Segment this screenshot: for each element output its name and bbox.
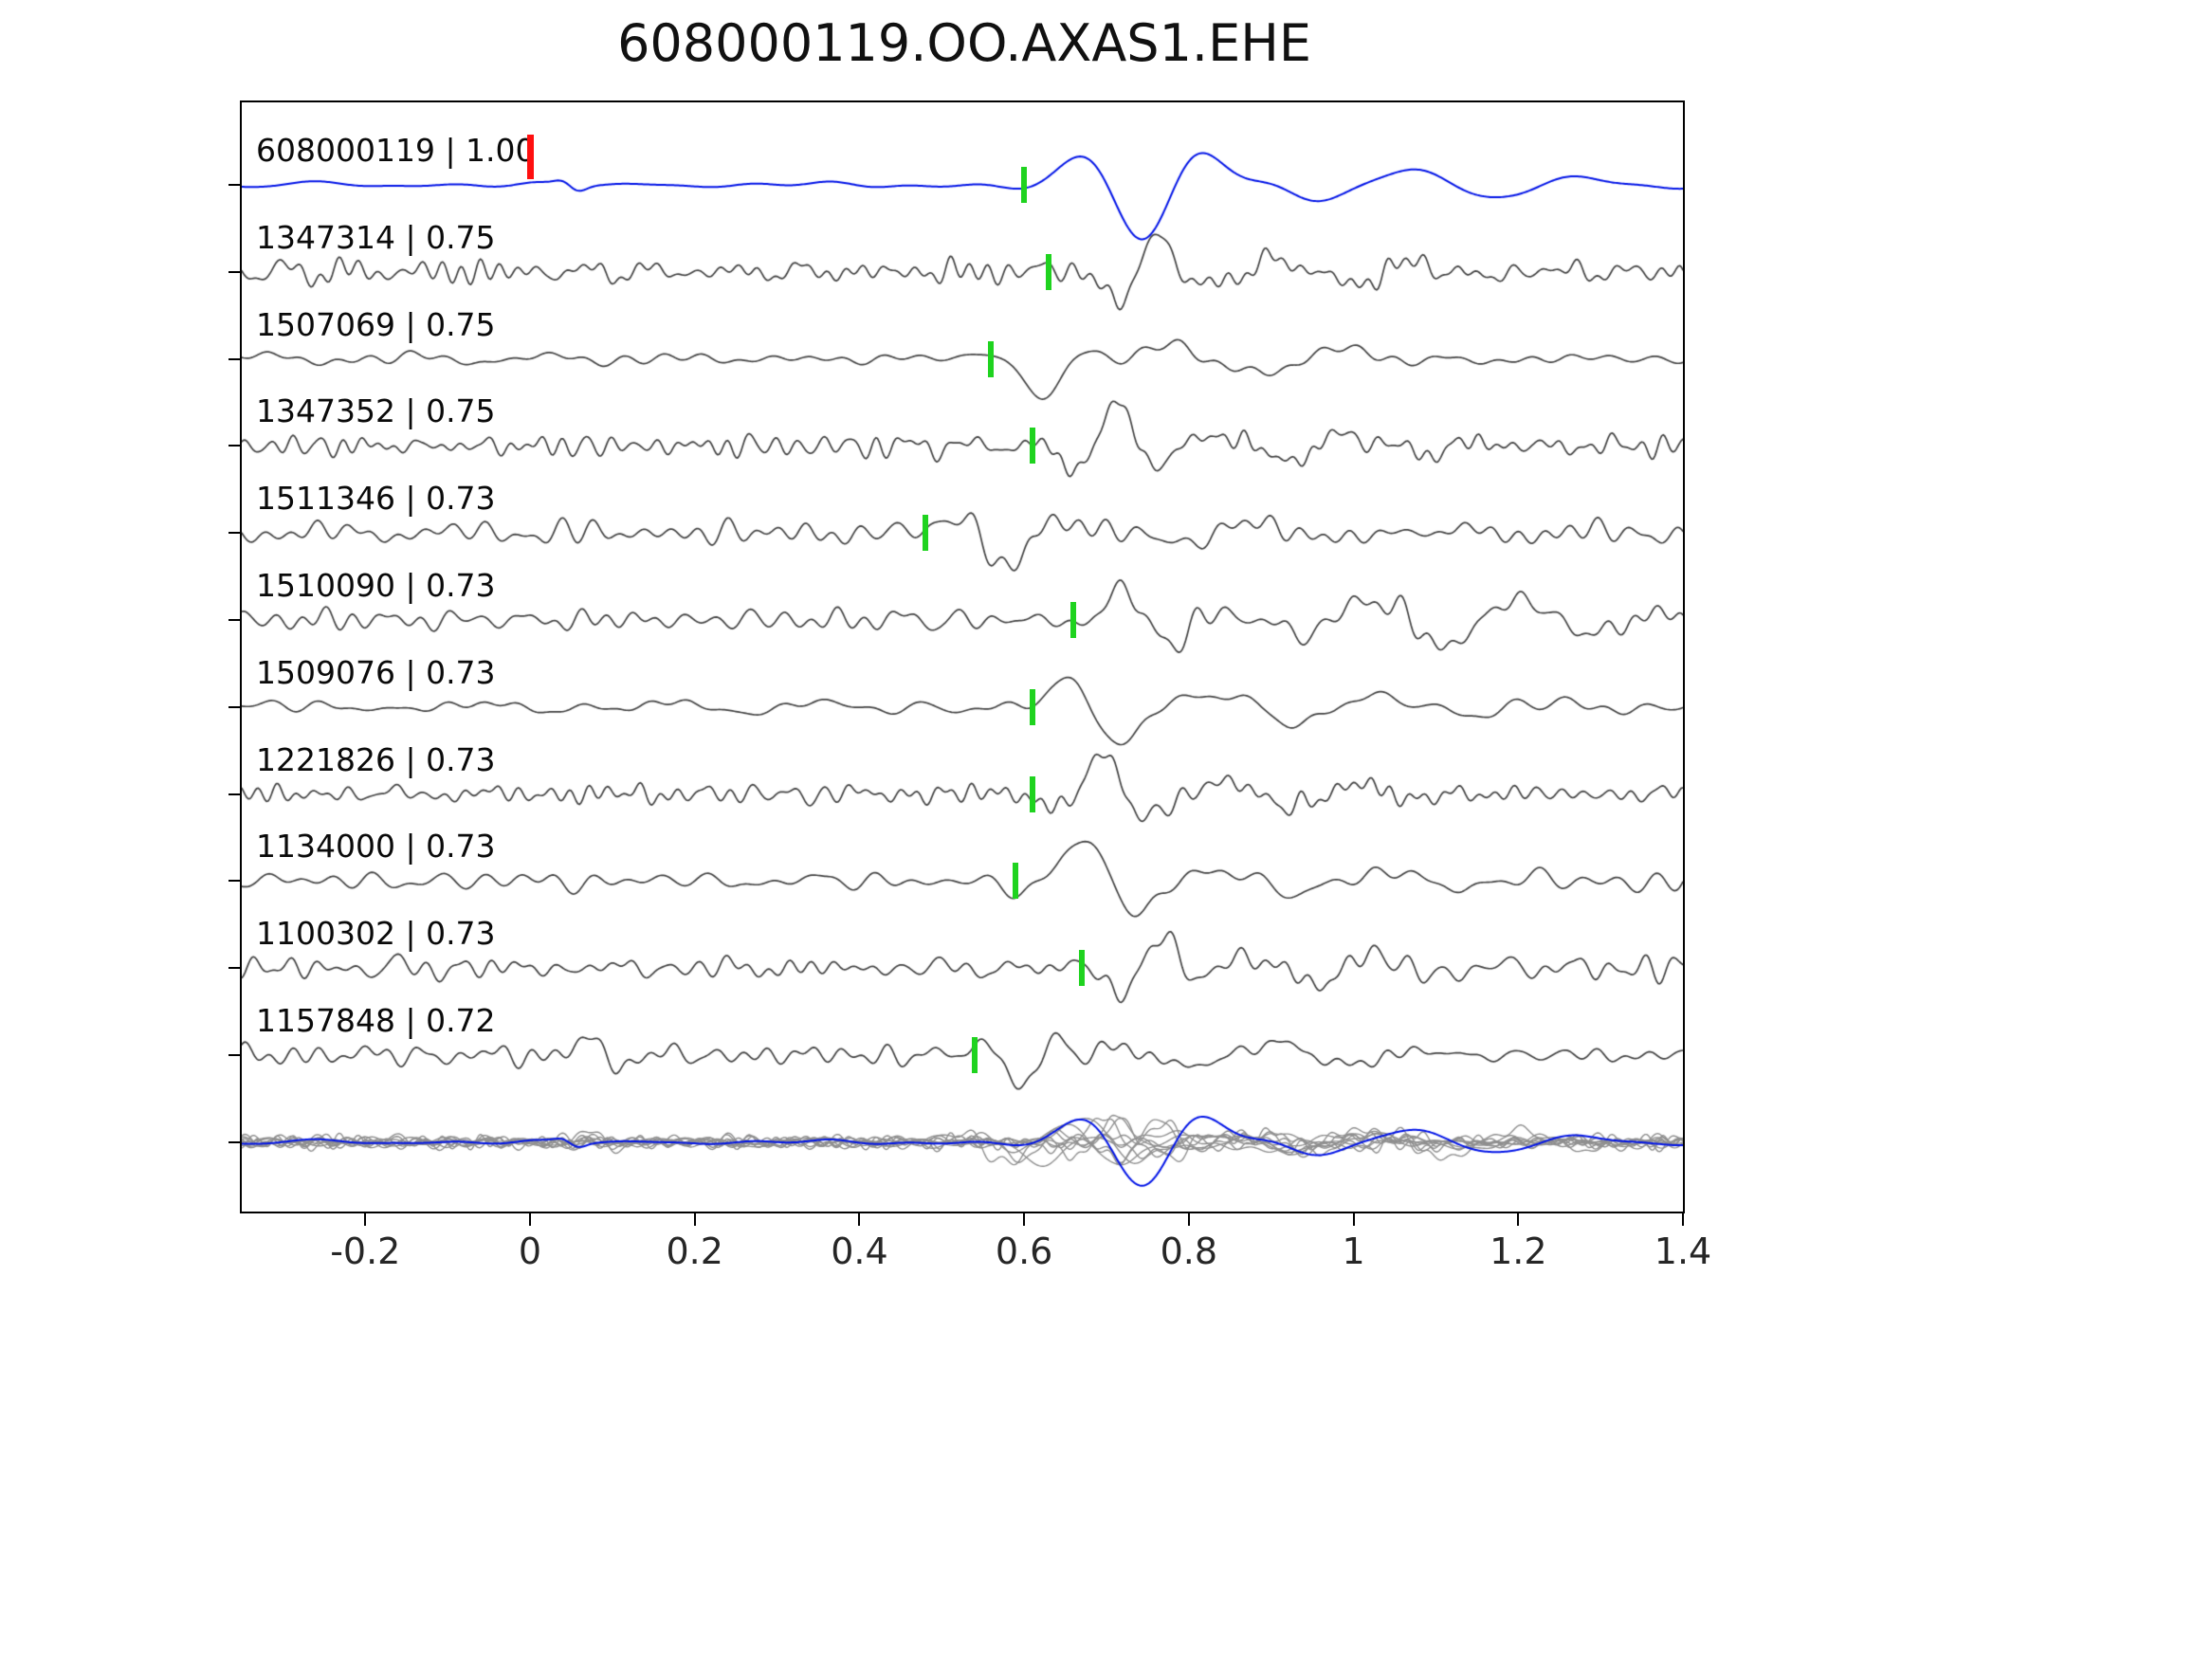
trace-label: 1347314 | 0.75 — [256, 218, 496, 256]
trace-label: 1510090 | 0.73 — [256, 567, 496, 604]
x-tick-mark — [1517, 1213, 1520, 1226]
plot-area: 608000119 | 1.00 1347314 | 0.75 1507069 | … — [240, 100, 1685, 1213]
pick-marker — [922, 515, 928, 552]
trace-label: 1347352 | 0.75 — [256, 392, 496, 430]
trace-label: 1511346 | 0.73 — [256, 480, 496, 518]
x-tick-label: 1.4 — [1654, 1231, 1712, 1272]
pick-marker — [1070, 602, 1077, 638]
x-tick-mark — [529, 1213, 531, 1226]
y-tick-mark — [229, 619, 240, 621]
trace-label: 1157848 | 0.72 — [256, 1002, 496, 1039]
x-tick-label: 0.2 — [666, 1231, 723, 1272]
trace-label: 608000119 | 1.00 — [256, 132, 536, 169]
reference-pick-marker — [527, 135, 534, 179]
y-tick-mark — [229, 445, 240, 447]
pick-marker — [1021, 167, 1028, 203]
pick-marker — [1078, 950, 1085, 987]
y-tick-mark — [229, 270, 240, 273]
pick-marker — [1013, 863, 1019, 900]
pick-marker — [1029, 428, 1035, 465]
trace-label: 1507069 | 0.75 — [256, 305, 496, 343]
x-tick-mark — [1682, 1213, 1684, 1226]
x-tick-label: 1.2 — [1490, 1231, 1547, 1272]
x-tick-label: 0.6 — [995, 1231, 1053, 1272]
y-tick-mark — [229, 1140, 240, 1143]
y-tick-mark — [229, 532, 240, 535]
x-tick-label: -0.2 — [330, 1231, 401, 1272]
waveform-canvas — [242, 102, 1683, 1212]
y-tick-mark — [229, 793, 240, 795]
pick-marker — [988, 340, 995, 377]
x-tick-mark — [858, 1213, 861, 1226]
pick-marker — [972, 1037, 978, 1073]
x-tick-label: 0.4 — [831, 1231, 888, 1272]
y-tick-mark — [229, 880, 240, 883]
x-tick-mark — [693, 1213, 696, 1226]
trace-label: 1134000 | 0.73 — [256, 828, 496, 866]
y-tick-mark — [229, 705, 240, 708]
pick-marker — [1046, 253, 1052, 290]
y-tick-mark — [229, 357, 240, 360]
x-tick-label: 0.8 — [1160, 1231, 1218, 1272]
x-tick-mark — [1352, 1213, 1355, 1226]
x-tick-mark — [364, 1213, 367, 1226]
pick-marker — [1029, 688, 1035, 725]
y-tick-mark — [229, 184, 240, 186]
y-tick-mark — [229, 967, 240, 970]
chart-title: 608000119.OO.AXAS1.EHE — [617, 13, 1311, 73]
x-tick-mark — [1023, 1213, 1026, 1226]
y-tick-mark — [229, 1054, 240, 1056]
trace-label: 1100302 | 0.73 — [256, 915, 496, 953]
pick-marker — [1029, 775, 1035, 812]
x-tick-label: 1 — [1342, 1231, 1365, 1272]
x-tick-label: 0 — [518, 1231, 542, 1272]
trace-label: 1221826 | 0.73 — [256, 740, 496, 778]
x-tick-mark — [1187, 1213, 1190, 1226]
trace-label: 1509076 | 0.73 — [256, 653, 496, 691]
